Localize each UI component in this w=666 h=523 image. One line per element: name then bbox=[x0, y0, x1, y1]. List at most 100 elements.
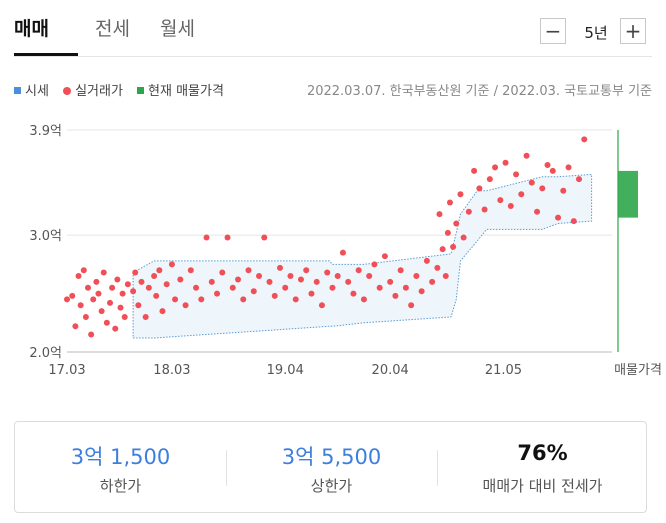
deal-point bbox=[156, 267, 163, 274]
summary-upper-price: 3억 5,500 상한가 bbox=[226, 422, 437, 514]
deal-type-tabs: 매매 전세 월세 bbox=[14, 0, 652, 57]
y-tick-label: 3.9억 bbox=[29, 124, 62, 139]
deal-point bbox=[392, 292, 399, 299]
summary-label: 매매가 대비 전세가 bbox=[482, 477, 603, 495]
deal-point bbox=[114, 276, 121, 283]
deal-point bbox=[581, 136, 588, 143]
deal-point bbox=[446, 199, 453, 206]
deal-point bbox=[292, 296, 299, 303]
deal-point bbox=[457, 191, 464, 198]
deal-point bbox=[93, 278, 100, 285]
deal-point bbox=[413, 273, 420, 280]
deal-point bbox=[345, 278, 352, 285]
deal-point bbox=[208, 278, 215, 285]
deal-point bbox=[214, 290, 221, 297]
x-tick-label: 20.04 bbox=[372, 363, 409, 378]
deal-point bbox=[465, 208, 472, 215]
period-control: − 5년 + bbox=[540, 18, 652, 46]
deal-point bbox=[98, 308, 105, 315]
x-tick-label: 18.03 bbox=[153, 363, 190, 378]
deal-point bbox=[107, 299, 114, 306]
current-listing-range bbox=[618, 170, 638, 218]
legend-item-market-price: 시세 bbox=[14, 80, 49, 99]
deal-point bbox=[84, 284, 91, 291]
deal-point bbox=[381, 253, 388, 260]
deal-point bbox=[64, 296, 70, 303]
deal-point bbox=[366, 273, 373, 280]
deal-point bbox=[507, 202, 514, 209]
deal-point bbox=[486, 176, 493, 183]
deal-point bbox=[100, 269, 107, 276]
deal-point bbox=[132, 269, 139, 276]
deal-point bbox=[476, 185, 483, 192]
active-tab-indicator bbox=[14, 53, 78, 56]
deal-point bbox=[534, 208, 541, 215]
summary-label: 하한가 bbox=[99, 477, 142, 495]
deal-point bbox=[187, 267, 194, 274]
legend-swatch-square bbox=[137, 87, 145, 94]
deal-point bbox=[570, 218, 577, 225]
summary-label: 상한가 bbox=[310, 477, 353, 495]
y-tick-label: 2.0억 bbox=[29, 346, 62, 361]
deal-point bbox=[303, 267, 310, 274]
deal-point bbox=[339, 249, 346, 256]
deal-point bbox=[308, 290, 315, 297]
tab-jeonse[interactable]: 전세 bbox=[95, 18, 130, 40]
deal-point bbox=[439, 246, 446, 253]
deal-point bbox=[444, 229, 451, 236]
tab-monthly-rent[interactable]: 월세 bbox=[160, 18, 195, 40]
deal-point bbox=[121, 313, 128, 320]
deal-point bbox=[350, 290, 357, 297]
deal-point bbox=[453, 220, 460, 227]
deal-point bbox=[334, 273, 341, 280]
deal-point bbox=[549, 167, 556, 174]
deal-point bbox=[229, 284, 236, 291]
period-increase-button[interactable]: + bbox=[620, 18, 646, 44]
legend-item-actual-deal: 실거래가 bbox=[63, 80, 123, 99]
deal-point bbox=[376, 284, 383, 291]
deal-point bbox=[112, 325, 119, 332]
deal-point bbox=[151, 273, 158, 280]
deal-point bbox=[397, 267, 404, 274]
deal-point bbox=[135, 302, 142, 309]
deal-point bbox=[163, 281, 170, 288]
deal-point bbox=[119, 290, 126, 297]
deal-point bbox=[193, 284, 200, 291]
chart-legend: 시세 실거래가 현재 매물가격 bbox=[14, 80, 234, 99]
deal-point bbox=[371, 261, 378, 268]
deal-point bbox=[313, 278, 320, 285]
deal-point bbox=[297, 276, 304, 283]
tab-sale[interactable]: 매매 bbox=[14, 18, 49, 40]
x-tick-label: 19.04 bbox=[267, 363, 304, 378]
deal-point bbox=[198, 296, 205, 303]
deal-point bbox=[429, 278, 436, 285]
deal-point bbox=[256, 273, 263, 280]
deal-point bbox=[324, 269, 331, 276]
deal-point bbox=[318, 302, 325, 309]
deal-point bbox=[224, 234, 231, 241]
deal-point bbox=[360, 296, 367, 303]
deal-point bbox=[261, 234, 268, 241]
deal-point bbox=[492, 164, 499, 171]
price-summary: 3억 1,500 하한가 3억 5,500 상한가 76% 매매가 대비 전세가 bbox=[14, 421, 647, 513]
deal-point bbox=[576, 176, 583, 183]
deal-point bbox=[560, 187, 567, 194]
deal-point bbox=[518, 191, 525, 198]
period-decrease-button[interactable]: − bbox=[540, 18, 566, 44]
price-chart: 2.0억 3.0억 3.9억 17.03 18.03 19.04 20.04 21.05 매물가… bbox=[29, 124, 662, 378]
deal-point bbox=[497, 197, 504, 204]
market-price-band bbox=[132, 173, 593, 339]
deal-point bbox=[329, 284, 336, 291]
period-value: 5년 bbox=[584, 24, 608, 42]
source-note: 2022.03.07. 한국부동산원 기준 / 2022.03. 국토교통부 기… bbox=[306, 84, 652, 99]
deal-point bbox=[203, 234, 210, 241]
deal-point bbox=[117, 304, 124, 311]
deal-point bbox=[80, 267, 87, 274]
deal-point bbox=[219, 269, 226, 276]
deal-point bbox=[539, 185, 546, 192]
deal-point bbox=[172, 296, 179, 303]
deal-point bbox=[471, 167, 478, 174]
deal-point bbox=[250, 288, 257, 295]
deal-point bbox=[153, 292, 160, 299]
deal-point bbox=[565, 164, 572, 171]
